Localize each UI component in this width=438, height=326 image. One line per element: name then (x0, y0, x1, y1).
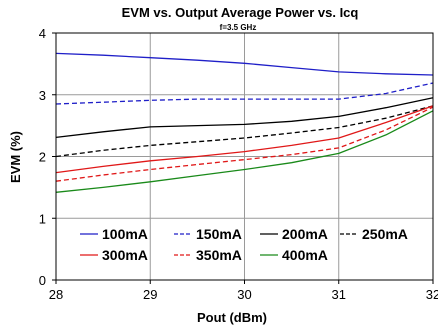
x-tick-label: 31 (332, 287, 346, 302)
y-tick-label: 3 (39, 88, 46, 103)
legend-label: 350mA (196, 247, 242, 263)
legend: 100mA 150mA 200mA 250mA 300mA 350mA 400mA (80, 226, 408, 263)
series-line-400mA (55, 110, 434, 193)
legend-item-100mA: 100mA (80, 226, 148, 242)
series-line-200mA (55, 97, 434, 139)
legend-label: 400mA (282, 247, 328, 263)
y-tick-labels: 0 1 2 3 4 (39, 26, 56, 288)
series-line-100mA (55, 52, 434, 76)
y-tick-label: 0 (39, 273, 46, 288)
x-tick-label: 29 (143, 287, 157, 302)
y-tick-label: 1 (39, 211, 46, 226)
x-tick-label: 28 (49, 287, 63, 302)
legend-label: 300mA (102, 247, 148, 263)
chart-title: EVM vs. Output Average Power vs. Icq (122, 5, 359, 20)
chart-subtitle: f=3.5 GHz (220, 23, 257, 32)
legend-label: 200mA (282, 226, 328, 242)
x-axis-label: Pout (dBm) (197, 310, 267, 325)
legend-label: 250mA (362, 226, 408, 242)
y-tick-label: 4 (39, 26, 46, 41)
x-tick-label: 30 (237, 287, 251, 302)
y-tick-label: 2 (39, 150, 46, 165)
series-line-300mA (55, 105, 434, 174)
series-lines (55, 52, 434, 193)
series-line-250mA (55, 105, 434, 158)
gridlines (56, 33, 433, 280)
legend-label: 150mA (196, 226, 242, 242)
legend-item-350mA: 350mA (174, 247, 242, 263)
legend-item-200mA: 200mA (260, 226, 328, 242)
series-line-150mA (55, 82, 434, 105)
x-tick-label: 32 (426, 287, 438, 302)
legend-label: 100mA (102, 226, 148, 242)
legend-item-150mA: 150mA (174, 226, 242, 242)
y-axis-label: EVM (%) (8, 131, 23, 183)
legend-item-400mA: 400mA (260, 247, 328, 263)
legend-item-250mA: 250mA (340, 226, 408, 242)
x-tick-labels: 28 29 30 31 32 (49, 280, 438, 302)
legend-item-300mA: 300mA (80, 247, 148, 263)
